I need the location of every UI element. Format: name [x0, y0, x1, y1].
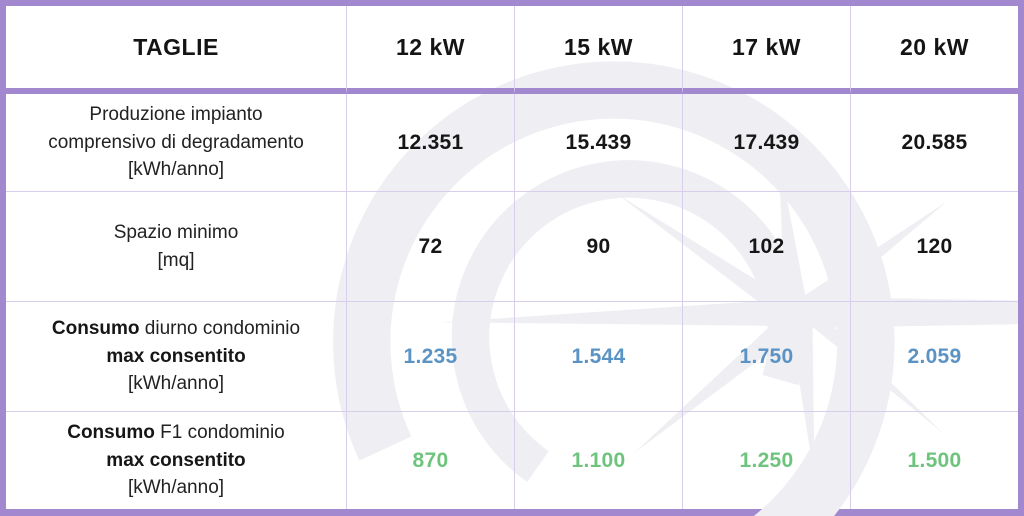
- label-unit: [kWh/anno]: [127, 477, 225, 499]
- value-blue: 1.750: [739, 344, 794, 368]
- cell-produzione-15kw: 15.439: [514, 94, 682, 191]
- label-line: comprensivo di degradamento: [48, 131, 304, 153]
- label-line: Spazio minimo: [113, 221, 239, 243]
- row-label-consumo-f1: Consumo F1 condominio max consentito [kW…: [6, 411, 346, 509]
- row-label-text: Spazio minimo [mq]: [114, 219, 239, 274]
- row-label-produzione: Produzione impianto comprensivo di degra…: [6, 94, 346, 191]
- label-bold: max consentito: [106, 345, 246, 367]
- cell-consumo-diurno-12kw: 1.235: [346, 301, 514, 411]
- value-green: 1.250: [739, 448, 794, 472]
- label-bold: Consumo: [51, 318, 140, 340]
- row-label-consumo-diurno: Consumo diurno condominio max consentito…: [6, 301, 346, 411]
- value: 120: [916, 234, 953, 258]
- cell-consumo-f1-15kw: 1.100: [514, 411, 682, 509]
- value-green: 1.100: [571, 448, 626, 472]
- header-label-15kw: 15 kW: [564, 33, 633, 60]
- value: 12.351: [397, 130, 464, 154]
- value: 90: [586, 234, 611, 258]
- table-grid: TAGLIE 12 kW 15 kW 17 kW 20 kW Produzion…: [6, 6, 1018, 509]
- cell-produzione-12kw: 12.351: [346, 94, 514, 191]
- header-label-17kw: 17 kW: [732, 33, 801, 60]
- label-line: Produzione impianto: [89, 104, 263, 126]
- value: 20.585: [901, 130, 968, 154]
- row-label-text: Consumo diurno condominio max consentito…: [52, 315, 300, 398]
- value: 72: [418, 234, 443, 258]
- header-cell-12kw: 12 kW: [346, 6, 514, 94]
- header-cell-20kw: 20 kW: [850, 6, 1018, 94]
- label-unit: [mq]: [157, 249, 195, 271]
- cell-spazio-12kw: 72: [346, 191, 514, 301]
- label-line: diurno condominio: [139, 318, 301, 340]
- label-line: F1 condominio: [154, 422, 285, 444]
- cell-produzione-20kw: 20.585: [850, 94, 1018, 191]
- label-bold: max consentito: [106, 449, 246, 471]
- header-cell-17kw: 17 kW: [682, 6, 850, 94]
- cell-consumo-diurno-20kw: 2.059: [850, 301, 1018, 411]
- value-green: 1.500: [907, 448, 962, 472]
- value: 102: [748, 234, 785, 258]
- cell-consumo-diurno-17kw: 1.750: [682, 301, 850, 411]
- cell-produzione-17kw: 17.439: [682, 94, 850, 191]
- row-label-text: Produzione impianto comprensivo di degra…: [48, 101, 304, 184]
- cell-consumo-f1-20kw: 1.500: [850, 411, 1018, 509]
- value-green: 870: [412, 448, 449, 472]
- row-label-text: Consumo F1 condominio max consentito [kW…: [67, 419, 285, 502]
- row-label-spazio: Spazio minimo [mq]: [6, 191, 346, 301]
- header-label-12kw: 12 kW: [396, 33, 465, 60]
- cell-consumo-f1-12kw: 870: [346, 411, 514, 509]
- header-cell-15kw: 15 kW: [514, 6, 682, 94]
- cell-spazio-15kw: 90: [514, 191, 682, 301]
- value: 15.439: [565, 130, 632, 154]
- header-label-taglie: TAGLIE: [133, 33, 219, 60]
- value: 17.439: [733, 130, 800, 154]
- header-label-20kw: 20 kW: [900, 33, 969, 60]
- header-cell-taglie: TAGLIE: [6, 6, 346, 94]
- label-unit: [kWh/anno]: [127, 373, 225, 395]
- value-blue: 2.059: [907, 344, 962, 368]
- cell-consumo-diurno-15kw: 1.544: [514, 301, 682, 411]
- cell-spazio-17kw: 102: [682, 191, 850, 301]
- cell-spazio-20kw: 120: [850, 191, 1018, 301]
- value-blue: 1.235: [403, 344, 458, 368]
- label-unit: [kWh/anno]: [127, 159, 225, 181]
- value-blue: 1.544: [571, 344, 626, 368]
- cell-consumo-f1-17kw: 1.250: [682, 411, 850, 509]
- label-bold: Consumo: [67, 422, 155, 444]
